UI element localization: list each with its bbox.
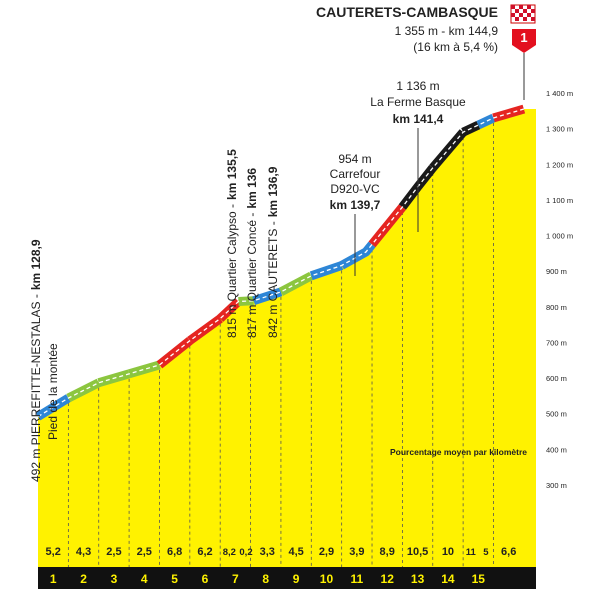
gradient-label: 5 (483, 547, 489, 558)
annotation-km: km 141,4 (393, 112, 444, 126)
km-marker: 12 (381, 572, 395, 586)
gradient-label: 3,3 (260, 546, 275, 558)
gradient-label: 3,9 (349, 546, 364, 558)
y-tick-label: 1 100 m (546, 196, 573, 205)
km-marker: 8 (262, 572, 269, 586)
base-band (38, 567, 536, 589)
gradient-segment (156, 337, 193, 369)
annotation-text: 492 m PIERREFITTE-NESTALAS - (29, 294, 43, 482)
gradient-label: 4,5 (288, 546, 303, 558)
km-marker: 6 (202, 572, 209, 586)
summit-note: (16 km à 5,4 %) (413, 40, 498, 54)
annotation-km: km 128,9 (29, 239, 43, 290)
gradient-label: 10 (442, 546, 454, 558)
profile-line (37, 108, 525, 418)
gradient-label: 8,2 (223, 547, 236, 558)
gradient-label: 8,9 (380, 546, 395, 558)
finish-flag (510, 4, 536, 24)
y-tick-label: 600 m (546, 374, 567, 383)
annotation-text: 817 m Quartier Concé - (245, 213, 259, 338)
annotation-line: D920-VC (330, 182, 380, 196)
km-marker: 11 (350, 572, 363, 586)
y-tick-label: 400 m (546, 445, 567, 454)
y-tick-label: 1 000 m (546, 232, 573, 241)
legend-note: Pourcentage moyen par kilomètre (390, 447, 527, 457)
annotation-km: km 139,7 (330, 198, 381, 212)
km-marker: 13 (411, 572, 425, 586)
km-marker: 4 (141, 572, 148, 586)
gradient-label: 2,5 (106, 546, 121, 558)
annotation-line: La Ferme Basque (370, 95, 466, 109)
km-marker: 3 (111, 572, 118, 586)
annotation-note: Pied de la montée (46, 343, 60, 440)
km-marker: 14 (441, 572, 455, 586)
gradient-label: 11 (466, 547, 477, 558)
y-tick-label: 1 300 m (546, 125, 573, 134)
annotation: 815 m Quartier Calypso - km 135,5 (225, 149, 239, 338)
gradient-label: 2,5 (137, 546, 152, 558)
gradient-label: 0,2 (239, 547, 252, 558)
y-tick-label: 1 400 m (546, 89, 573, 98)
gradient-label: 6,2 (197, 546, 212, 558)
km-marker: 1 (50, 572, 57, 586)
marks-layer: 300 m 400 m 500 m 600 m 700 m 800 m 900 m 1 000… (35, 89, 573, 586)
gradient-label: 6,8 (167, 546, 182, 558)
area-layer (38, 109, 536, 589)
km-marker: 2 (80, 572, 87, 586)
annotation-km: km 136,9 (266, 166, 280, 217)
annotation-km: km 136 (245, 168, 259, 209)
annotation-line: 954 m (338, 152, 371, 166)
km-marker: 9 (293, 572, 300, 586)
y-tick-label: 1 200 m (546, 160, 573, 169)
y-tick-label: 900 m (546, 267, 567, 276)
category-label: 1 (520, 30, 527, 45)
annotation-line: 1 136 m (396, 79, 439, 93)
annotation-text: 815 m Quartier Calypso - (225, 204, 239, 338)
annotation: 817 m Quartier Concé - km 136 (245, 168, 259, 338)
gradient-label: 10,5 (407, 546, 428, 558)
y-tick-label: 300 m (546, 481, 567, 490)
km-marker: 5 (171, 572, 178, 586)
category-badge (512, 29, 536, 53)
annotation: 842 m CAUTERETS - km 136,9 (266, 166, 280, 338)
gradient-label: 4,3 (76, 546, 91, 558)
y-tick-label: 500 m (546, 410, 567, 419)
annotation-km: km 135,5 (225, 149, 239, 200)
gradient-label: 6,6 (501, 546, 516, 558)
annotation-text: 842 m CAUTERETS - (266, 221, 280, 338)
annotation: 492 m PIERREFITTE-NESTALAS - km 128,9 (29, 239, 43, 482)
summit-name: CAUTERETS-CAMBASQUE (316, 4, 498, 20)
area-fill (38, 109, 536, 567)
km-marker: 15 (472, 572, 486, 586)
km-marker: 10 (320, 572, 334, 586)
gradient-label: 5,2 (46, 546, 61, 558)
gradient-label: 2,9 (319, 546, 334, 558)
annotation-line: Carrefour (330, 167, 381, 181)
km-marker: 7 (232, 572, 239, 586)
summit-detail: 1 355 m - km 144,9 (395, 24, 499, 38)
y-tick-label: 700 m (546, 338, 567, 347)
y-tick-label: 800 m (546, 303, 567, 312)
